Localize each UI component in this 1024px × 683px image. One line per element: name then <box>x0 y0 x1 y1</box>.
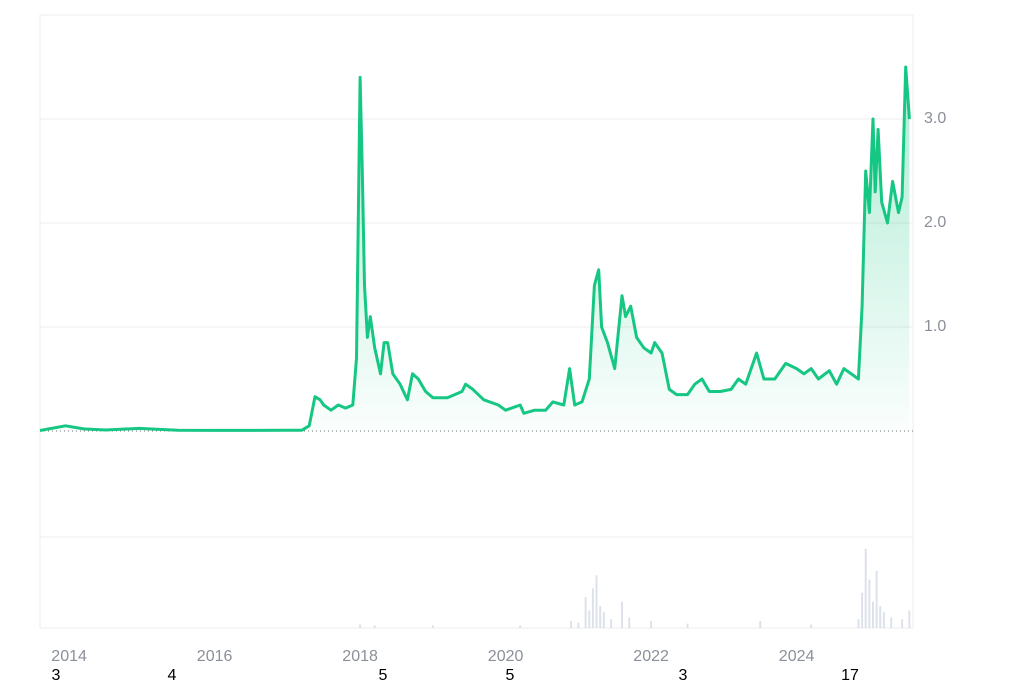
price-line <box>39 65 911 432</box>
volume-bar <box>584 597 587 628</box>
y-tick-label: 2.0 <box>924 214 946 231</box>
x-tick-label: 2016 <box>197 648 233 665</box>
footer-count: 17 <box>841 667 859 683</box>
volume-bar <box>595 575 598 628</box>
footer-count: 5 <box>506 667 515 683</box>
footer-count: 4 <box>168 667 177 683</box>
volume-bar <box>871 601 874 628</box>
volume-bar <box>810 624 813 628</box>
volume-bar <box>908 610 911 628</box>
footer-count: 3 <box>52 667 61 683</box>
volume-bar <box>588 610 591 628</box>
volume-bar <box>857 619 860 628</box>
volume-bar <box>875 570 878 628</box>
footer-count: 3 <box>679 667 688 683</box>
volume-bar <box>359 624 362 628</box>
volume-bar <box>759 620 762 628</box>
x-tick-label: 2020 <box>488 648 524 665</box>
x-tick-label: 2014 <box>51 648 87 665</box>
x-tick-label: 2018 <box>342 648 378 665</box>
volume-bar <box>373 625 376 628</box>
volume-bar <box>431 625 434 628</box>
volume-bar <box>591 588 594 628</box>
x-tick-label: 2022 <box>633 648 669 665</box>
volume-bar <box>650 620 653 628</box>
volume-bar <box>570 620 573 628</box>
volume-bar <box>610 619 613 628</box>
volume-bar <box>686 623 689 628</box>
y-tick-label: 1.0 <box>924 318 946 335</box>
volume-bar <box>861 592 864 628</box>
y-tick-label: 3.0 <box>924 110 946 127</box>
volume-bar <box>519 625 522 628</box>
volume-bar <box>890 617 893 628</box>
plot-frame <box>39 14 914 629</box>
volume-bar <box>602 612 605 628</box>
volume-bar <box>628 617 631 628</box>
volume-bar <box>864 548 867 628</box>
volume-bar <box>599 606 602 628</box>
footer-count: 5 <box>379 667 388 683</box>
volume-bar <box>901 619 904 628</box>
volume-bar <box>868 579 871 628</box>
x-tick-label: 2024 <box>779 648 815 665</box>
volume-bar <box>882 612 885 628</box>
area <box>40 67 910 431</box>
volume-bar <box>621 601 623 628</box>
volume-bar <box>577 622 580 628</box>
volume-bar <box>879 606 882 628</box>
